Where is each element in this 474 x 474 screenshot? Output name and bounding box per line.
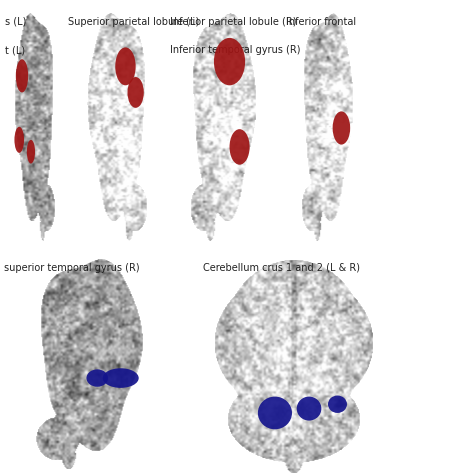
Ellipse shape	[297, 397, 321, 420]
Text: superior temporal gyrus (R): superior temporal gyrus (R)	[4, 263, 139, 273]
Text: Superior parietal lobule (L): Superior parietal lobule (L)	[68, 17, 200, 27]
Ellipse shape	[258, 397, 292, 429]
Text: Inferior parietal lobule (R): Inferior parietal lobule (R)	[171, 17, 297, 27]
Text: Inferior frontal: Inferior frontal	[286, 17, 356, 27]
Ellipse shape	[14, 127, 24, 153]
Ellipse shape	[328, 395, 347, 413]
Ellipse shape	[115, 47, 136, 85]
Ellipse shape	[333, 111, 350, 145]
Ellipse shape	[214, 38, 245, 85]
Text: Inferior temporal gyrus (R): Inferior temporal gyrus (R)	[171, 45, 301, 55]
Text: Cerebellum crus 1 and 2 (L & R): Cerebellum crus 1 and 2 (L & R)	[203, 263, 360, 273]
Ellipse shape	[103, 368, 139, 388]
Ellipse shape	[128, 77, 144, 108]
Ellipse shape	[27, 140, 35, 164]
Text: s (L): s (L)	[6, 17, 27, 27]
Text: t (L): t (L)	[6, 45, 26, 55]
Ellipse shape	[229, 129, 250, 165]
Ellipse shape	[16, 59, 28, 92]
Ellipse shape	[86, 369, 108, 387]
